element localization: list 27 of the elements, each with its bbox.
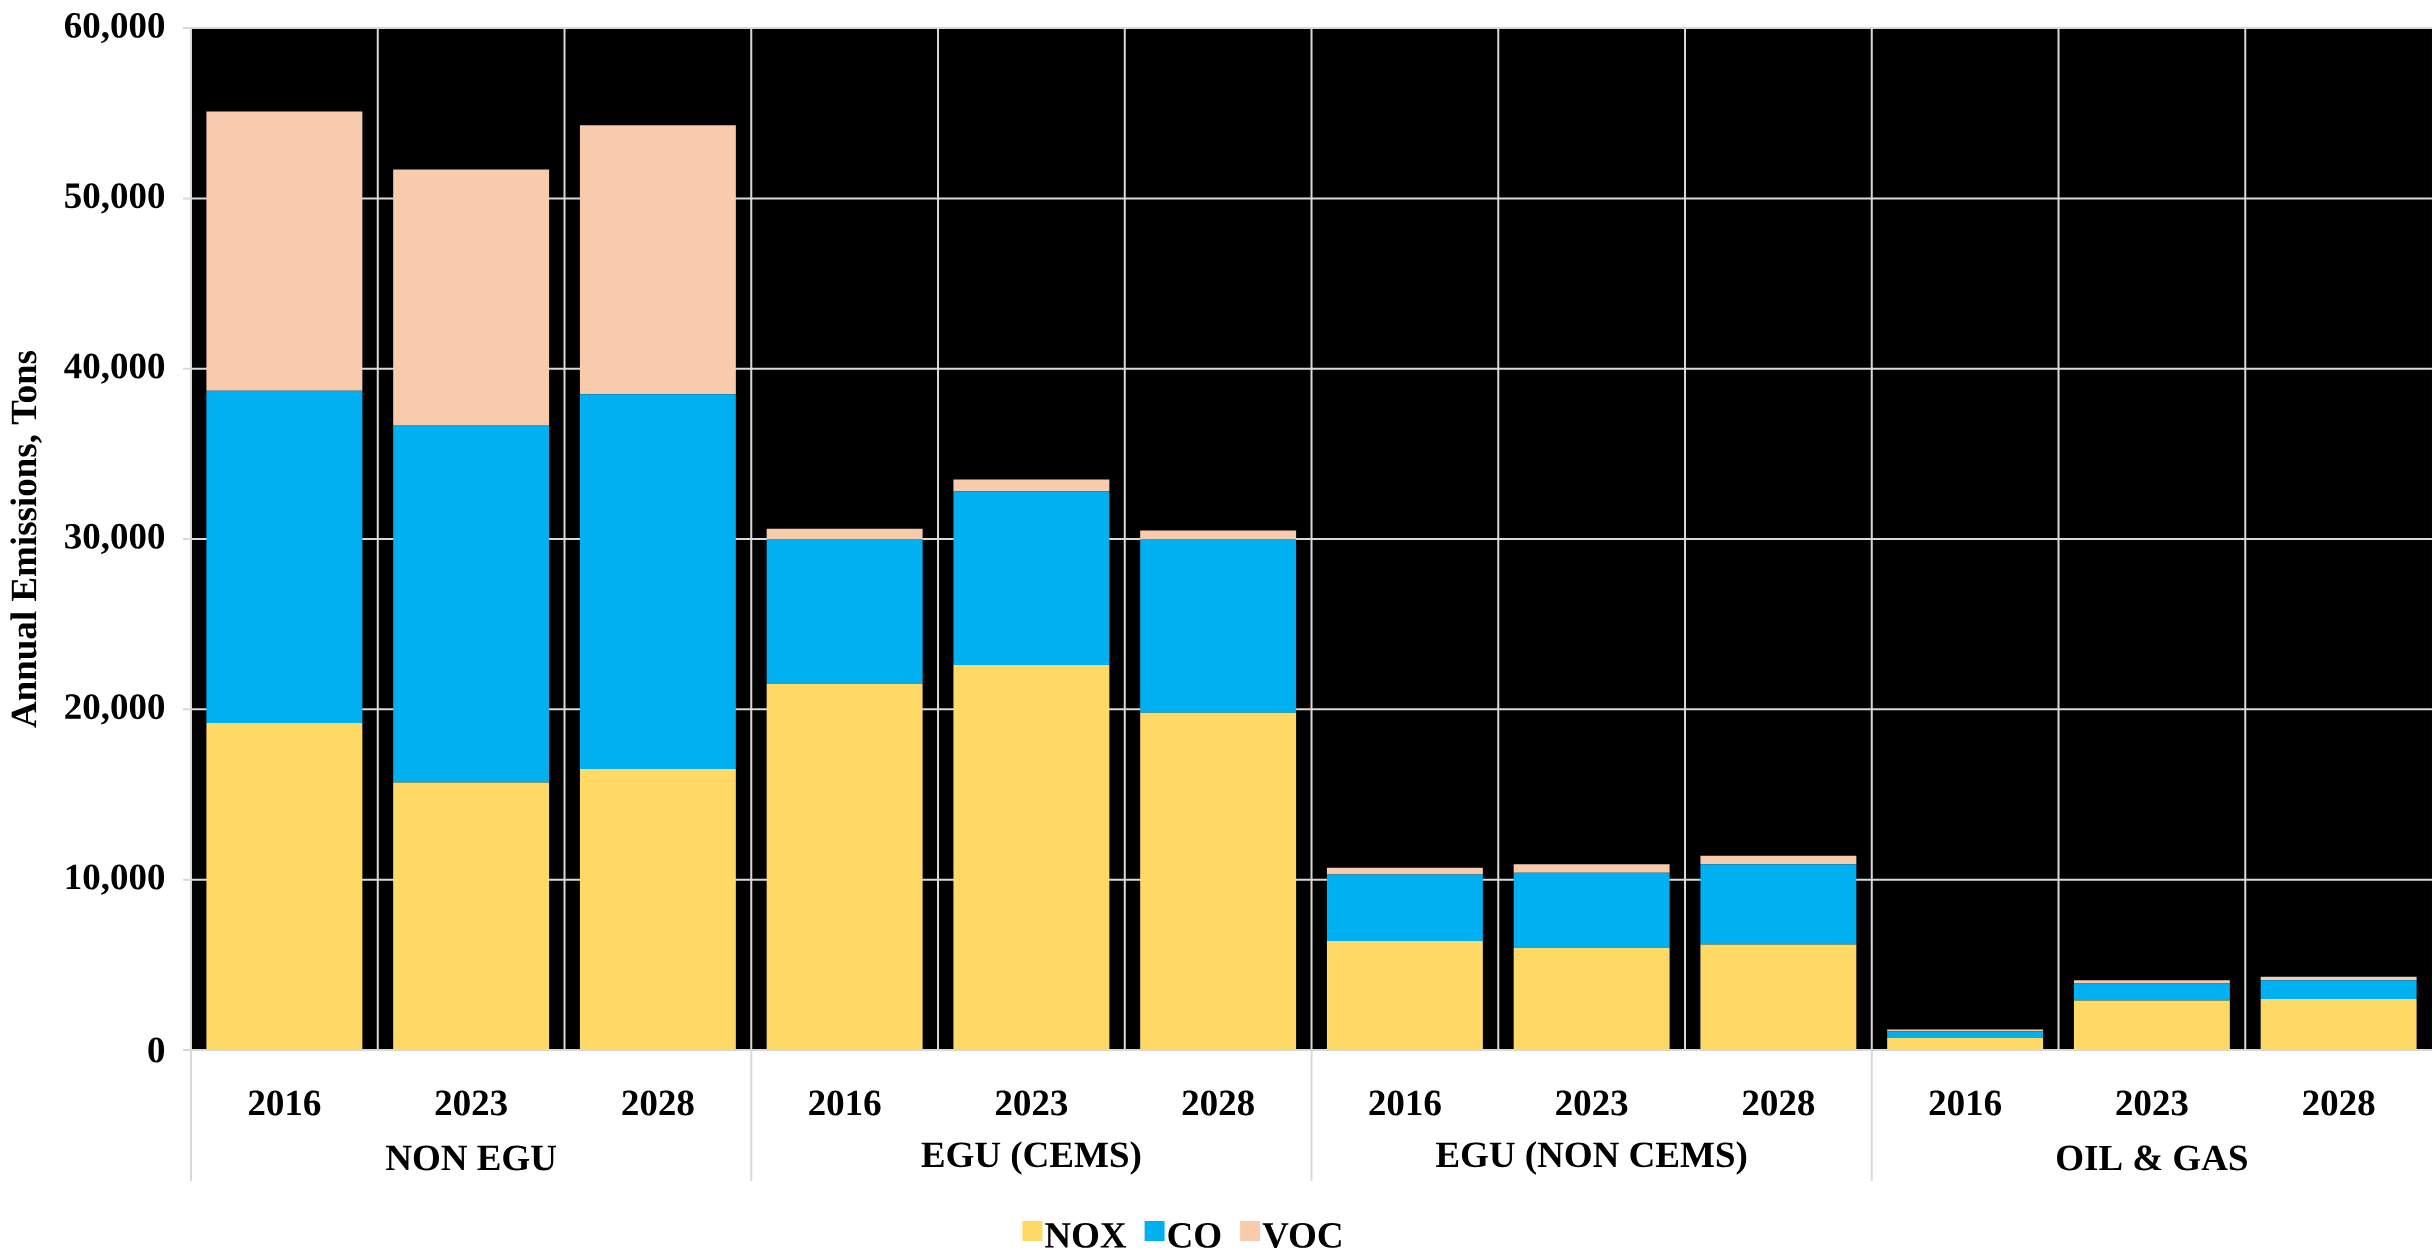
- y-tick-label: 30,000: [65, 523, 165, 555]
- x-tick-label: 2016: [248, 1090, 321, 1116]
- text: EGU (CEMS): [921, 1141, 1141, 1175]
- legend-label: CO: [1168, 1222, 1221, 1248]
- x-tick-label: 2023: [2116, 1090, 2188, 1116]
- x-tick-label: 2016: [1369, 1090, 1441, 1116]
- x-tick-label: 2016: [1929, 1090, 2002, 1116]
- y-tick-label: 20,000: [65, 694, 165, 725]
- x-tick-label: 2028: [622, 1090, 694, 1116]
- x-tick-label: 2023: [435, 1090, 507, 1116]
- text: EGU (NON CEMS): [1436, 1141, 1747, 1175]
- y-tick-label: 40,000: [64, 353, 165, 384]
- y-tick-label: 10,000: [66, 864, 165, 895]
- x-tick-label: 2023: [995, 1090, 1068, 1116]
- y-tick-label: 50,000: [65, 183, 165, 214]
- legend-label: VOC: [1262, 1222, 1341, 1249]
- y-axis-title: Annual Emissions, Tons: [10, 350, 42, 728]
- x-tick-label: 2028: [2303, 1090, 2375, 1116]
- y-tick-label: 60,000: [65, 12, 165, 44]
- text: OIL & GAS: [2057, 1145, 2247, 1171]
- legend-label: NOX: [1045, 1222, 1127, 1248]
- x-tick-label: 2016: [809, 1090, 881, 1116]
- y-tick-label: 0: [148, 1037, 165, 1063]
- x-tick-label: 2023: [1556, 1090, 1628, 1116]
- x-tick-label: 2028: [1182, 1090, 1254, 1116]
- text: NON EGU: [386, 1145, 556, 1171]
- x-tick-label: 2028: [1742, 1090, 1815, 1116]
